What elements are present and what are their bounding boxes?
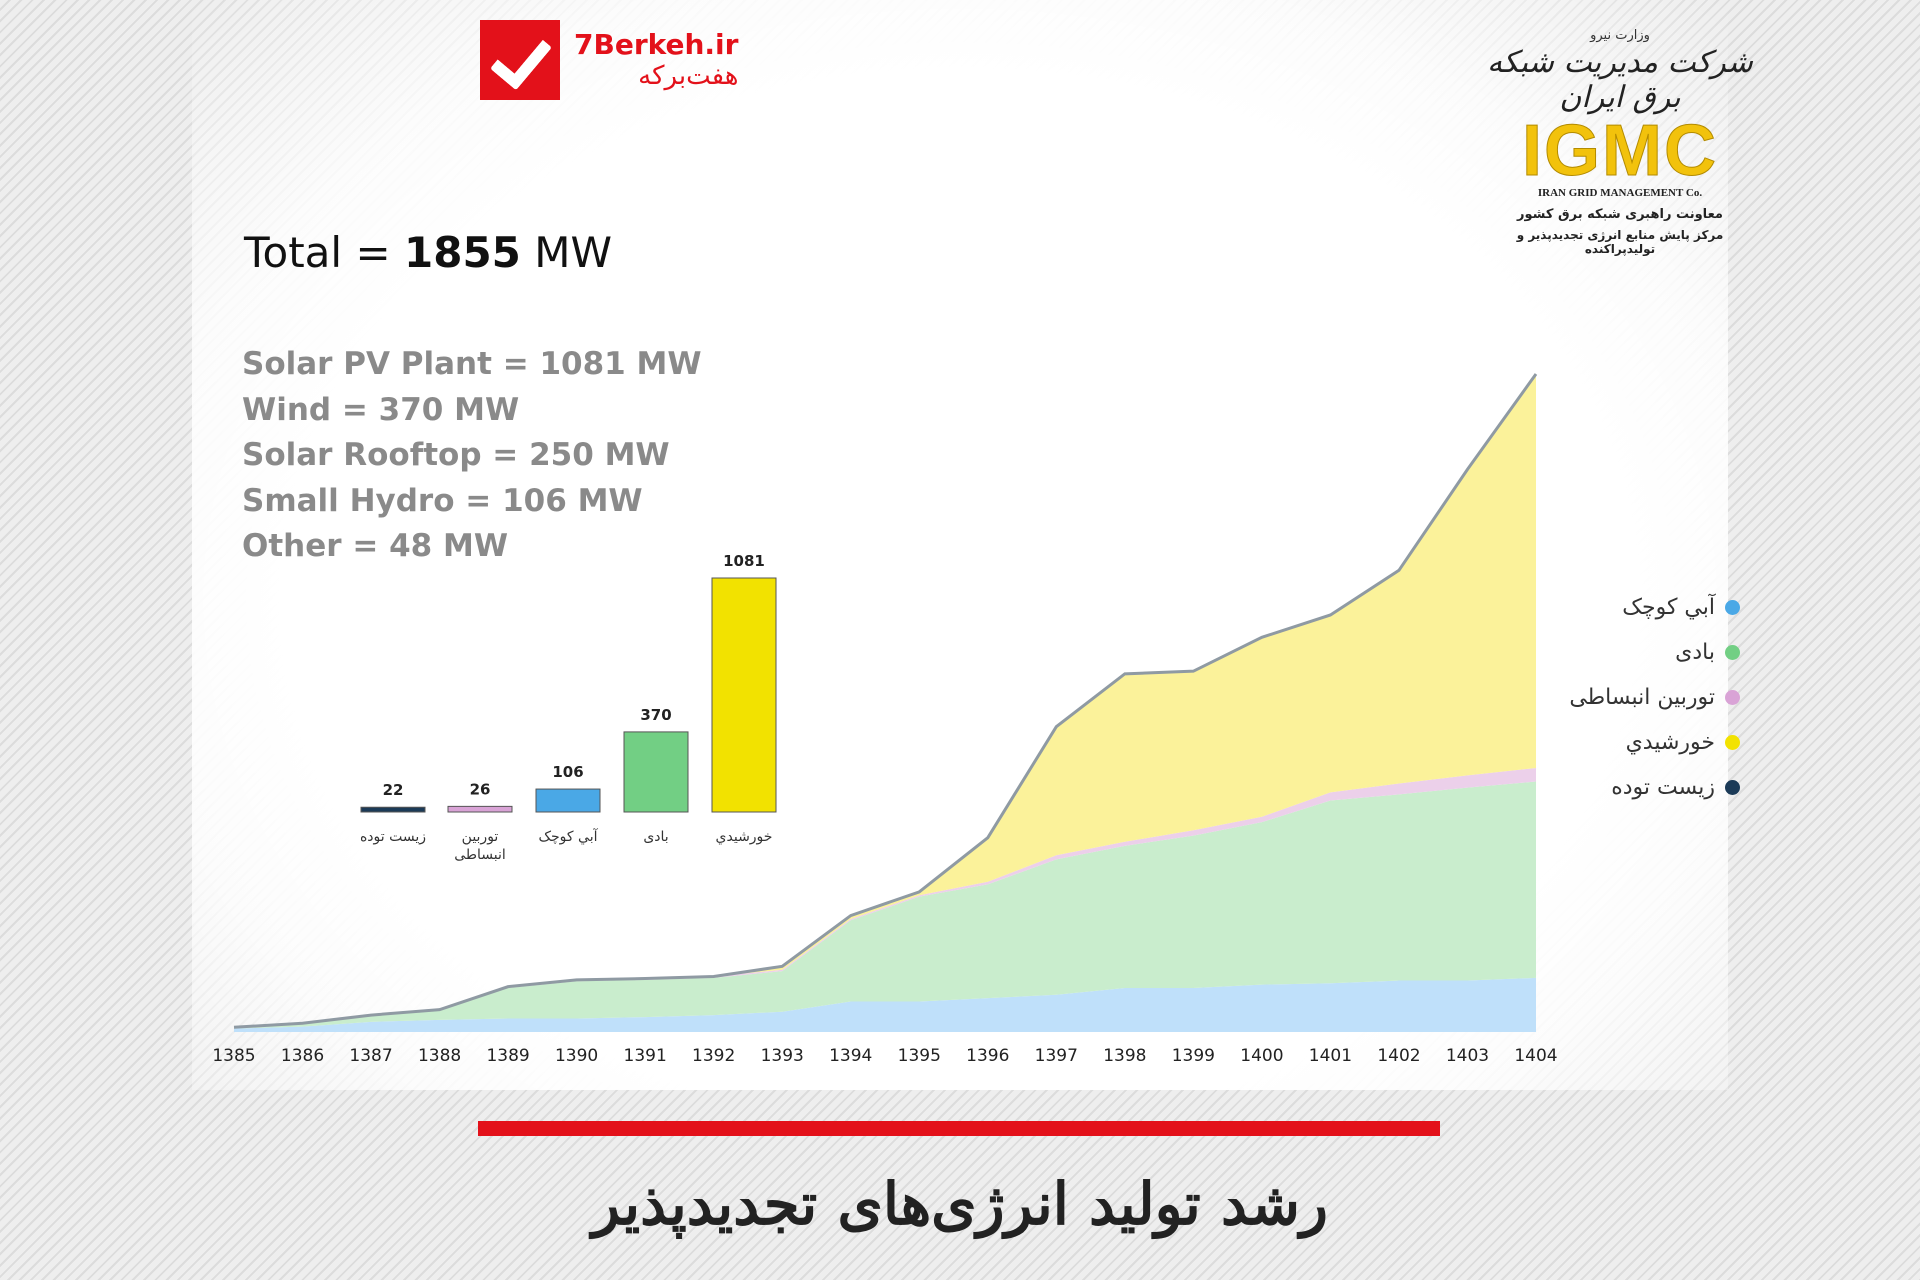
- bar-value-label: 370: [640, 706, 671, 724]
- stat-solar-pv: Solar PV Plant = 1081 MW: [242, 346, 702, 382]
- total-unit: MW: [534, 228, 613, 277]
- red-divider: [478, 1121, 1440, 1136]
- bar-category-label: توربین انبساطی: [454, 829, 506, 863]
- logo-center: مرکز پایش منابع انرژی تجدیدپذیر و تولیدپ…: [1516, 228, 1724, 256]
- igmc-logo: وزارت نیرو شرکت مدیریت شبکه برق ایران IG…: [1485, 28, 1755, 256]
- legend-item-wind: بادی: [1540, 630, 1740, 675]
- legend-label-solar: خورشيدي: [1625, 730, 1715, 755]
- stat-other: Other = 48 MW: [242, 528, 509, 564]
- legend-dot-hydro: [1725, 600, 1740, 615]
- area-total-line: [233, 373, 1538, 1029]
- x-tick-label: 1393: [761, 1046, 804, 1066]
- x-tick-label: 1385: [212, 1046, 255, 1066]
- x-tick-label: 1400: [1240, 1046, 1283, 1066]
- bar-value-label: 1081: [723, 552, 765, 570]
- capacity-breakdown: Solar PV Plant = 1081 MW Wind = 370 MW S…: [242, 342, 702, 570]
- bar-value-label: 26: [470, 780, 491, 798]
- x-tick-label: 1404: [1514, 1046, 1557, 1066]
- x-tick-label: 1395: [898, 1046, 941, 1066]
- bar: [711, 577, 777, 813]
- x-tick-label: 1390: [555, 1046, 598, 1066]
- x-tick-label: 1402: [1377, 1046, 1420, 1066]
- ministry-label: وزارت نیرو: [1590, 28, 1650, 43]
- logo-department: معاونت راهبری شبکه برق کشور: [1517, 207, 1723, 222]
- x-tick-label: 1387: [349, 1046, 392, 1066]
- area-series-1: [234, 781, 1536, 1029]
- legend-item-solar: خورشيدي: [1540, 720, 1740, 765]
- checkmark-icon: [480, 20, 560, 100]
- bar-category-label: خورشيدي: [716, 829, 773, 845]
- legend-dot-solar: [1725, 735, 1740, 750]
- legend-dot-expansion: [1725, 690, 1740, 705]
- legend-dot-wind: [1725, 645, 1740, 660]
- legend-label-wind: بادی: [1675, 640, 1715, 665]
- legend-label-expansion: توربین انبساطی: [1569, 685, 1715, 710]
- total-capacity: Total = 1855 MW: [244, 228, 612, 277]
- brand-name-en: 7Berkeh.ir: [574, 27, 739, 61]
- bar-category-label: بادی: [643, 829, 668, 845]
- bar: [360, 806, 426, 813]
- total-value: 1855: [404, 228, 521, 277]
- x-tick-label: 1396: [966, 1046, 1009, 1066]
- bar-category-label: زیست توده: [360, 829, 426, 845]
- legend-item-expansion: توربین انبساطی: [1540, 675, 1740, 720]
- x-tick-label: 1399: [1172, 1046, 1215, 1066]
- stat-small-hydro: Small Hydro = 106 MW: [242, 482, 643, 519]
- x-tick-label: 1392: [692, 1046, 735, 1066]
- legend-item-biomass: زیست توده: [1540, 765, 1740, 810]
- brand-name-fa: هفت‌برکه: [638, 61, 739, 92]
- legend-label-biomass: زیست توده: [1611, 775, 1715, 800]
- bar: [447, 805, 513, 813]
- x-tick-label: 1401: [1309, 1046, 1352, 1066]
- x-tick-label: 1403: [1446, 1046, 1489, 1066]
- x-tick-label: 1391: [624, 1046, 667, 1066]
- legend-dot-biomass: [1725, 780, 1740, 795]
- bar-category-label: آبي کوچک: [539, 828, 599, 845]
- headline: رشد تولید انرژی‌های تجدیدپذیر: [591, 1170, 1329, 1238]
- company-name-en: IRAN GRID MANAGEMENT Co.: [1537, 187, 1703, 199]
- legend-item-hydro: آبي کوچک: [1540, 585, 1740, 630]
- brand-logo[interactable]: 7Berkeh.ir هفت‌برکه: [480, 20, 738, 100]
- x-tick-label: 1388: [418, 1046, 461, 1066]
- x-tick-label: 1386: [281, 1046, 324, 1066]
- x-tick-label: 1389: [486, 1046, 529, 1066]
- area-series-3: [234, 373, 1536, 1028]
- chart-legend: آبي کوچک بادی توربین انبساطی خورشيدي زیس…: [1540, 585, 1740, 810]
- bar: [535, 788, 601, 813]
- bar-value-label: 106: [552, 763, 583, 781]
- x-tick-label: 1394: [829, 1046, 872, 1066]
- stat-solar-rooftop: Solar Rooftop = 250 MW: [242, 437, 670, 473]
- x-tick-label: 1397: [1035, 1046, 1078, 1066]
- company-name-fa: شرکت مدیریت شبکه برق ایران: [1487, 45, 1753, 115]
- total-label: Total =: [244, 228, 391, 277]
- stat-wind: Wind = 370 MW: [242, 391, 520, 428]
- x-tick-label: 1398: [1103, 1046, 1146, 1066]
- legend-label-hydro: آبي کوچک: [1622, 595, 1715, 620]
- bar-value-label: 22: [383, 781, 404, 799]
- bar: [623, 731, 689, 813]
- igmc-acronym: IGMC: [1522, 111, 1718, 191]
